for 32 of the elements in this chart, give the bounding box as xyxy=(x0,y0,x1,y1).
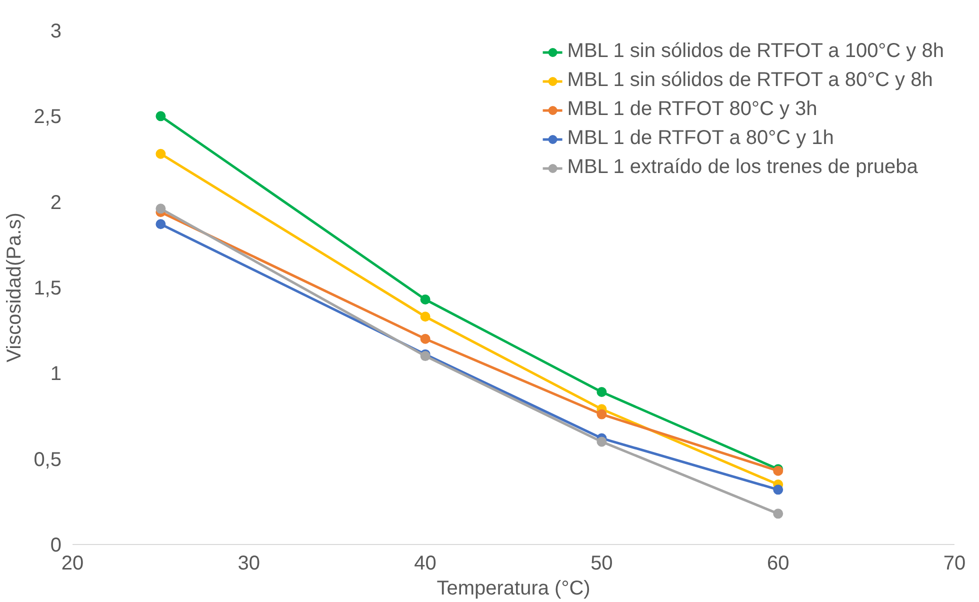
x-tick-label: 20 xyxy=(61,552,84,574)
point xyxy=(773,508,784,519)
x-tick-label: 50 xyxy=(590,552,613,574)
legend-label: MBL 1 extraído de los trenes de prueba xyxy=(567,156,918,179)
y-tick-label: 0,5 xyxy=(34,448,62,471)
legend-label: MBL 1 sin sólidos de RTFOT a 100°C y 8h xyxy=(567,40,944,63)
point xyxy=(156,219,166,230)
y-tick-label: 2,5 xyxy=(34,106,62,128)
point xyxy=(596,436,607,447)
legend-label: MBL 1 de RTFOT a 80°C y 1h xyxy=(567,127,834,150)
point xyxy=(156,148,166,159)
legend-label: MBL 1 sin sólidos de RTFOT a 80°C y 8h xyxy=(567,69,933,92)
point xyxy=(420,294,430,304)
legend-label: MBL 1 de RTFOT 80°C y 3h xyxy=(567,98,818,121)
x-tick-label: 40 xyxy=(414,552,436,574)
x-axis-title: Temperatura (°C) xyxy=(436,578,590,600)
y-tick-label: 1 xyxy=(50,363,62,386)
x-tick-label: 70 xyxy=(943,552,966,574)
y-tick-label: 1,5 xyxy=(34,278,62,300)
point xyxy=(773,484,784,495)
y-axis-title: Viscosidad(Pa.s) xyxy=(4,212,26,362)
point xyxy=(156,111,166,122)
y-tick-label: 2 xyxy=(50,192,62,214)
point xyxy=(420,334,430,344)
point xyxy=(420,312,430,322)
y-tick-label: 3 xyxy=(50,20,62,42)
x-tick-label: 30 xyxy=(238,552,260,574)
point xyxy=(596,387,607,398)
x-tick-label: 60 xyxy=(766,552,790,574)
point xyxy=(596,409,607,420)
y-tick-label: 0 xyxy=(50,534,62,556)
point xyxy=(156,204,166,214)
